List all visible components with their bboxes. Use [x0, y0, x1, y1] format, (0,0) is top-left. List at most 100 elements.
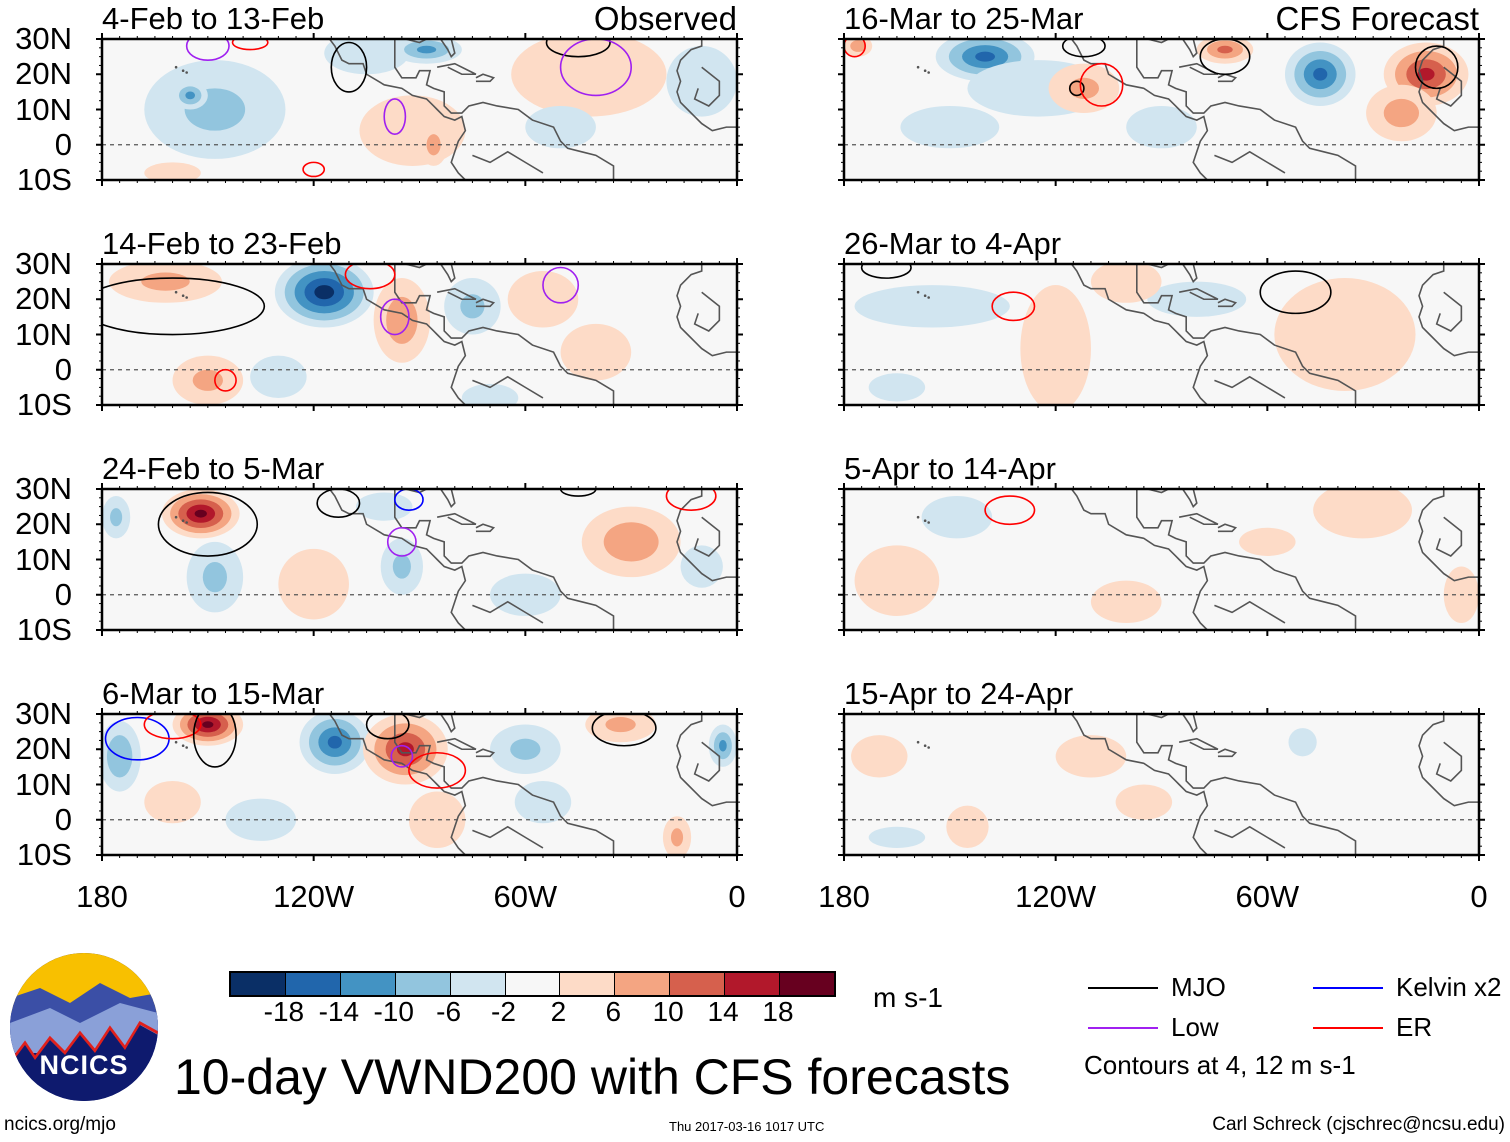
contour-low — [383, 98, 407, 136]
lat-label: 20N — [15, 281, 72, 317]
anomaly-shading — [355, 492, 413, 521]
anomaly-shading — [975, 51, 995, 62]
hawaii-island — [174, 740, 178, 744]
coastline — [1217, 73, 1238, 83]
lat-label: 0 — [54, 576, 72, 612]
coastline — [475, 298, 496, 308]
coastline — [693, 291, 721, 332]
contour-er — [408, 751, 467, 789]
hawaii-island — [181, 744, 185, 748]
anomaly-shading — [666, 46, 737, 117]
anomaly-shading — [680, 545, 723, 588]
coastline — [475, 73, 496, 83]
coastline — [472, 150, 544, 174]
colorbar-swatch — [231, 973, 285, 995]
anomaly-shading — [1274, 278, 1416, 391]
legend-label: ER — [1396, 1012, 1433, 1042]
lon-label: 60W — [1235, 879, 1300, 914]
panel-map — [96, 483, 743, 636]
lat-label: 30N — [15, 471, 72, 506]
coastline — [320, 489, 467, 630]
contour-low — [185, 39, 230, 61]
logo-graphic — [10, 953, 158, 1101]
coastline — [472, 825, 544, 849]
coastline — [436, 512, 477, 526]
coastline — [1178, 512, 1219, 526]
coastline — [472, 600, 544, 624]
anomaly-shading — [461, 383, 519, 405]
panel-title: 26-Mar to 4-Apr — [844, 226, 1062, 261]
forecast-label: CFS Forecast — [1275, 0, 1479, 37]
coastline — [1214, 825, 1286, 849]
anomaly-shading — [1147, 281, 1247, 317]
panel-map — [838, 33, 1485, 186]
colorbar-tick-label: 14 — [707, 996, 739, 1027]
contour-kelvin-x2 — [394, 489, 424, 511]
coastline — [394, 39, 615, 180]
panel-map — [838, 483, 1485, 636]
map-panel: 24-Feb to 5-Mar 30N 20N 10N 0 10S — [15, 453, 743, 645]
coastline — [436, 287, 477, 301]
coastline — [676, 264, 737, 357]
anomaly-shading — [560, 323, 632, 381]
contour-er — [143, 714, 202, 740]
colorbar-swatch — [779, 973, 834, 995]
contour-low — [379, 298, 410, 336]
panel-map — [96, 33, 743, 186]
contour-low — [542, 266, 580, 304]
lat-label: 0 — [54, 801, 72, 837]
anomaly-shading — [324, 39, 409, 75]
ncics-logo[interactable]: NCICS — [10, 953, 158, 1101]
colorbar-tick-label: 6 — [605, 996, 622, 1027]
anomaly-shading — [1020, 285, 1091, 405]
footer-url[interactable]: ncics.org/mjo — [4, 1114, 116, 1135]
panel-title: 24-Feb to 5-Mar — [102, 451, 325, 486]
hawaii-island — [916, 515, 920, 519]
coastline — [1217, 748, 1238, 758]
lat-label: 10S — [16, 162, 72, 197]
coastline — [475, 523, 496, 533]
anomaly-shading — [144, 162, 201, 180]
anomaly-shading — [946, 805, 989, 848]
anomaly-shading — [185, 91, 196, 100]
coastline — [436, 62, 477, 76]
coastline — [405, 39, 456, 58]
anomaly-shading — [511, 39, 667, 117]
colorbar-swatch — [559, 973, 615, 995]
coastline — [1435, 516, 1463, 557]
coastline — [1435, 291, 1463, 332]
anomaly-shading — [1239, 527, 1296, 556]
coastline — [1435, 66, 1463, 107]
contour-er — [214, 368, 237, 392]
lat-label: 10S — [16, 387, 72, 422]
anomaly-shading — [851, 735, 908, 778]
map-panel: 14-Feb to 23-Feb 30N 20N 10N 0 10S — [15, 228, 743, 420]
panel-title: 15-Apr to 24-Apr — [844, 676, 1074, 711]
contour-mjo — [1414, 45, 1459, 90]
anomaly-shading — [868, 826, 926, 848]
lat-label: 10S — [16, 612, 72, 647]
coastline — [394, 489, 615, 630]
anomaly-shading — [386, 296, 418, 344]
coastline — [676, 39, 737, 132]
lat-label: 30N — [15, 21, 72, 56]
map-panel: 6-Mar to 15-Mar 30N 20N 10N 0 10S 180 120W 60W 0 — [15, 678, 746, 914]
coastline — [1214, 150, 1286, 174]
contour-mjo — [559, 489, 597, 497]
coastline — [405, 714, 456, 733]
legend-label: Low — [1171, 1012, 1219, 1042]
lat-label: 10S — [16, 837, 72, 872]
colorbar-swatch — [669, 973, 725, 995]
coastline — [1214, 375, 1286, 399]
colorbar-tick-label: 18 — [762, 996, 794, 1027]
lat-label: 10N — [15, 91, 72, 127]
hawaii-island — [181, 519, 185, 523]
coastline — [1136, 714, 1357, 855]
coastline — [1418, 714, 1479, 807]
anomaly-shading — [359, 95, 466, 166]
anomaly-shading — [225, 798, 297, 841]
contour-er — [991, 291, 1036, 322]
figure-title: 10-day VWND200 with CFS forecasts — [174, 1049, 1011, 1105]
anomaly-shading — [392, 554, 411, 579]
panel-title: 16-Mar to 25-Mar — [844, 1, 1084, 36]
